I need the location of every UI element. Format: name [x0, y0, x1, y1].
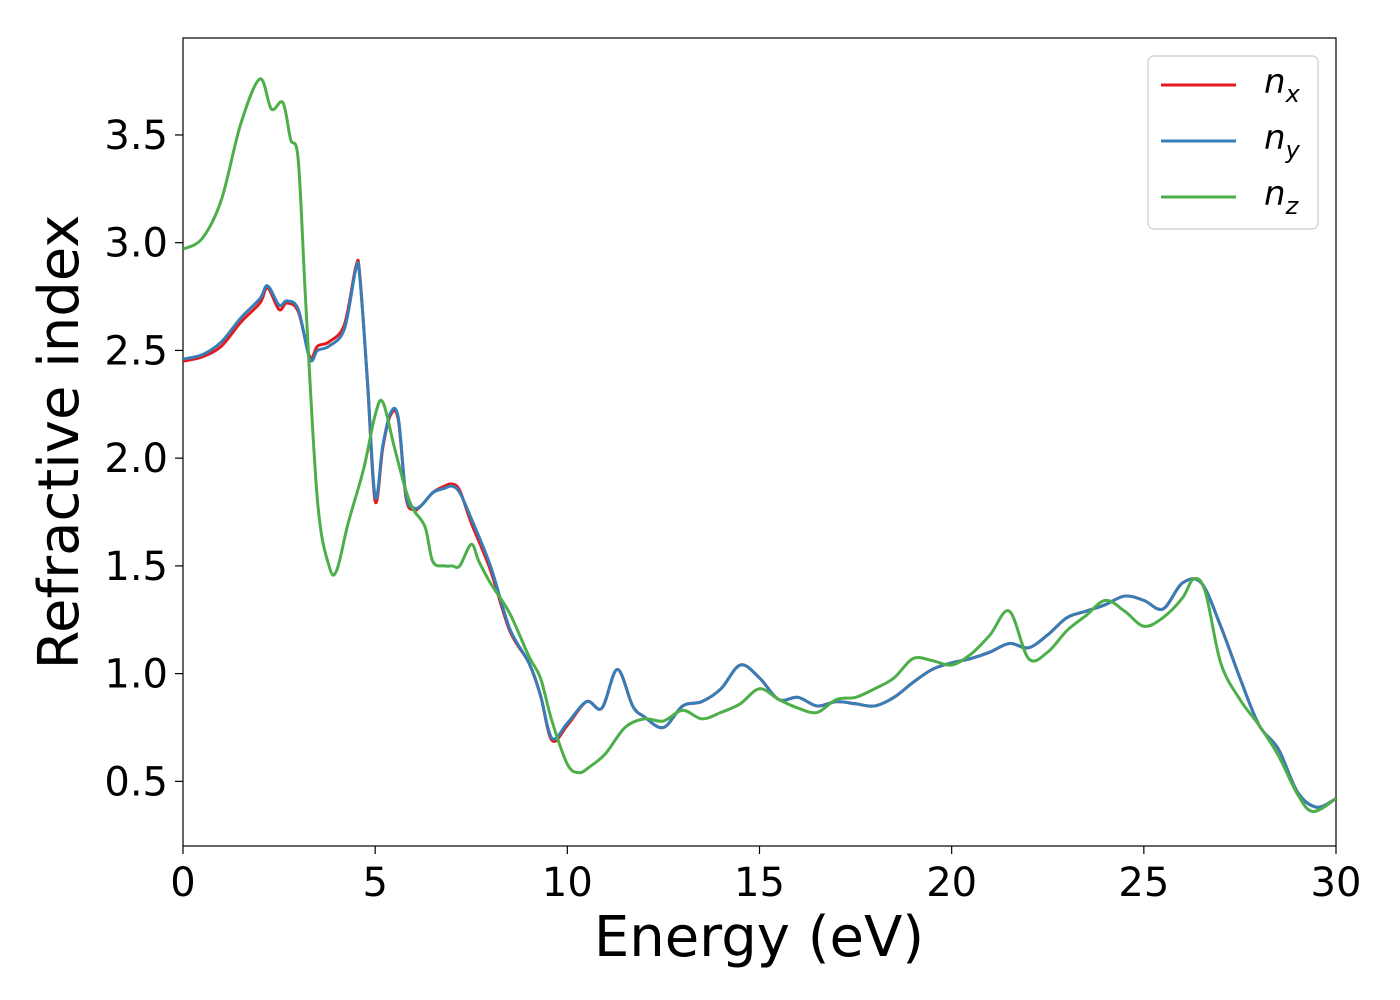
x-tick-label: 10	[542, 860, 593, 906]
plot-area: 0 5 10 15 20 25 30 0.5 1.0 1.5 2.0 2.5 3.0 3.5	[104, 37, 1361, 906]
x-tick-label: 30	[1311, 860, 1362, 906]
y-tick-label: 3.0	[104, 221, 168, 267]
y-tick-label: 0.5	[104, 759, 168, 805]
series-line-ny	[183, 261, 1336, 809]
y-axis-ticks: 0.5 1.0 1.5 2.0 2.5 3.0 3.5	[104, 113, 183, 805]
legend-label-nz: nz	[1264, 174, 1300, 220]
y-tick-label: 1.5	[104, 544, 168, 590]
series-line-nx	[183, 258, 1336, 809]
legend-label-ny: ny	[1264, 118, 1301, 164]
x-axis-ticks: 0 5 10 15 20 25 30	[170, 846, 1361, 906]
legend: nx ny nz	[1147, 55, 1319, 230]
y-tick-label: 2.0	[104, 436, 168, 482]
x-tick-label: 20	[926, 860, 977, 906]
x-tick-label: 5	[362, 860, 387, 906]
series-layer	[183, 77, 1336, 814]
legend-label-nx: nx	[1264, 62, 1301, 108]
y-tick-label: 2.5	[104, 328, 168, 374]
x-tick-label: 0	[170, 860, 195, 906]
x-tick-label: 25	[1118, 860, 1169, 906]
series-line-nz	[183, 77, 1336, 814]
y-tick-label: 1.0	[104, 652, 168, 698]
x-axis-label: Energy (eV)	[594, 905, 924, 970]
y-axis-label: Refractive index	[27, 215, 92, 670]
x-tick-label: 15	[734, 860, 785, 906]
y-tick-label: 3.5	[104, 113, 168, 159]
